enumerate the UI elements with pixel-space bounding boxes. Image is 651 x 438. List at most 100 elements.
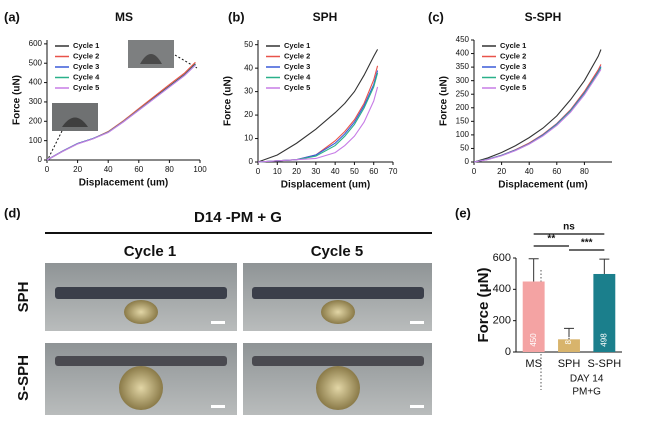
x-axis-label: Displacement (um) (281, 180, 370, 191)
x-tick-label: 80 (580, 167, 589, 176)
y-tick-label: 400 (29, 78, 43, 87)
y-tick-label: 0 (38, 155, 43, 164)
series-line (473, 68, 602, 163)
error-bar (564, 327, 574, 340)
x-tick-label: 80 (165, 165, 174, 174)
y-tick-label: 10 (244, 134, 253, 143)
y-axis-label: Force (uN) (12, 75, 23, 125)
panel-title: D14 -PM + G (194, 209, 282, 226)
x-tick-label: 60 (369, 167, 378, 176)
error-bar (599, 258, 610, 274)
column-label: Cycle 5 (311, 243, 364, 260)
legend-label: Cycle 5 (284, 83, 310, 92)
bar (522, 281, 545, 352)
series-line (257, 49, 379, 163)
x-tick-label: SPH (558, 358, 581, 370)
bar (593, 273, 616, 352)
legend-label: Cycle 4 (284, 72, 311, 81)
panel-label: (e) (455, 205, 471, 220)
x-tick-label: 40 (331, 167, 340, 176)
x-tick-label: 60 (134, 165, 143, 174)
panel-label: (a) (4, 9, 20, 24)
x-tick-label: 30 (311, 167, 320, 176)
legend-label: Cycle 4 (73, 72, 100, 81)
y-tick-label: 50 (460, 144, 469, 153)
x-axis-label: Displacement (um) (79, 178, 168, 189)
series-line (257, 72, 379, 163)
y-tick-label: 300 (29, 97, 43, 106)
x-tick-label: MS (525, 358, 542, 370)
panel-label: (c) (428, 9, 444, 24)
y-tick-label: 200 (29, 116, 43, 125)
chart-title: S-SPH (525, 10, 562, 24)
legend-label: Cycle 3 (73, 62, 99, 71)
x-tick-label: 60 (552, 167, 561, 176)
legend-label: Cycle 5 (500, 83, 526, 92)
legend-label: Cycle 2 (500, 51, 526, 60)
value-label: 81 (564, 335, 573, 344)
x-tick-label: 10 (273, 167, 282, 176)
y-tick-label: 300 (456, 76, 470, 85)
x-tick-label: 0 (45, 165, 50, 174)
y-tick-label: 200 (456, 103, 470, 112)
y-tick-label: 20 (244, 110, 253, 119)
bar (558, 339, 580, 352)
y-tick-label: 50 (244, 40, 253, 49)
y-tick-label: 200 (493, 315, 511, 327)
significance-label: ns (563, 222, 575, 233)
chart-title: SPH (313, 10, 338, 24)
row-label: S-SPH (15, 355, 32, 401)
y-tick-label: 350 (456, 62, 470, 71)
legend-label: Cycle 5 (73, 83, 99, 92)
y-tick-label: 30 (244, 87, 253, 96)
y-tick-label: 150 (456, 116, 470, 125)
x-tick-label: 20 (497, 167, 506, 176)
panel-label: (d) (4, 205, 21, 220)
legend-label: Cycle 4 (500, 72, 527, 81)
chart-title: MS (115, 10, 133, 24)
y-tick-label: 0 (465, 157, 470, 166)
legend-label: Cycle 2 (73, 51, 99, 60)
series-line (473, 64, 602, 163)
y-axis-label: Force (uN) (223, 76, 234, 126)
legend-label: Cycle 3 (284, 62, 310, 71)
y-tick-label: 500 (29, 58, 43, 67)
y-tick-label: 40 (244, 63, 253, 72)
legend-label: Cycle 3 (500, 62, 526, 71)
significance-label: *** (581, 238, 593, 249)
y-axis-label: Force (uN) (439, 76, 450, 126)
y-tick-label: 0 (249, 157, 254, 166)
x-tick-label: 0 (472, 167, 477, 176)
x-tick-label: 50 (350, 167, 359, 176)
legend-label: Cycle 1 (500, 41, 526, 50)
legend-label: Cycle 2 (284, 51, 310, 60)
y-tick-label: 0 (505, 346, 511, 358)
x-tick-label: 20 (73, 165, 82, 174)
y-tick-label: 600 (29, 39, 43, 48)
x-tick-label: 40 (525, 167, 534, 176)
x-axis-label: Displacement (um) (498, 180, 587, 191)
value-label: 450 (529, 333, 538, 347)
x-tick-label: 20 (292, 167, 301, 176)
significance-label: ** (547, 234, 555, 245)
y-tick-label: 400 (456, 49, 470, 58)
row-label: SPH (15, 282, 32, 313)
x-tick-label: 0 (256, 167, 261, 176)
y-tick-label: 100 (29, 136, 43, 145)
x-tick-label: 40 (104, 165, 113, 174)
y-axis-label: Force (μN) (475, 267, 492, 342)
inset-photos (47, 40, 198, 160)
x-tick-label: S-SPH (588, 358, 622, 370)
series-line (473, 66, 602, 163)
y-tick-label: 250 (456, 89, 470, 98)
error-bar (528, 258, 539, 282)
column-label: Cycle 1 (124, 243, 177, 260)
legend-label: Cycle 1 (73, 41, 99, 50)
value-label: 498 (599, 333, 608, 347)
x-tick-label: 100 (193, 165, 207, 174)
y-tick-label: 400 (493, 283, 511, 295)
micrographs (45, 263, 432, 415)
y-tick-label: 450 (456, 35, 470, 44)
legend-label: Cycle 1 (284, 41, 310, 50)
